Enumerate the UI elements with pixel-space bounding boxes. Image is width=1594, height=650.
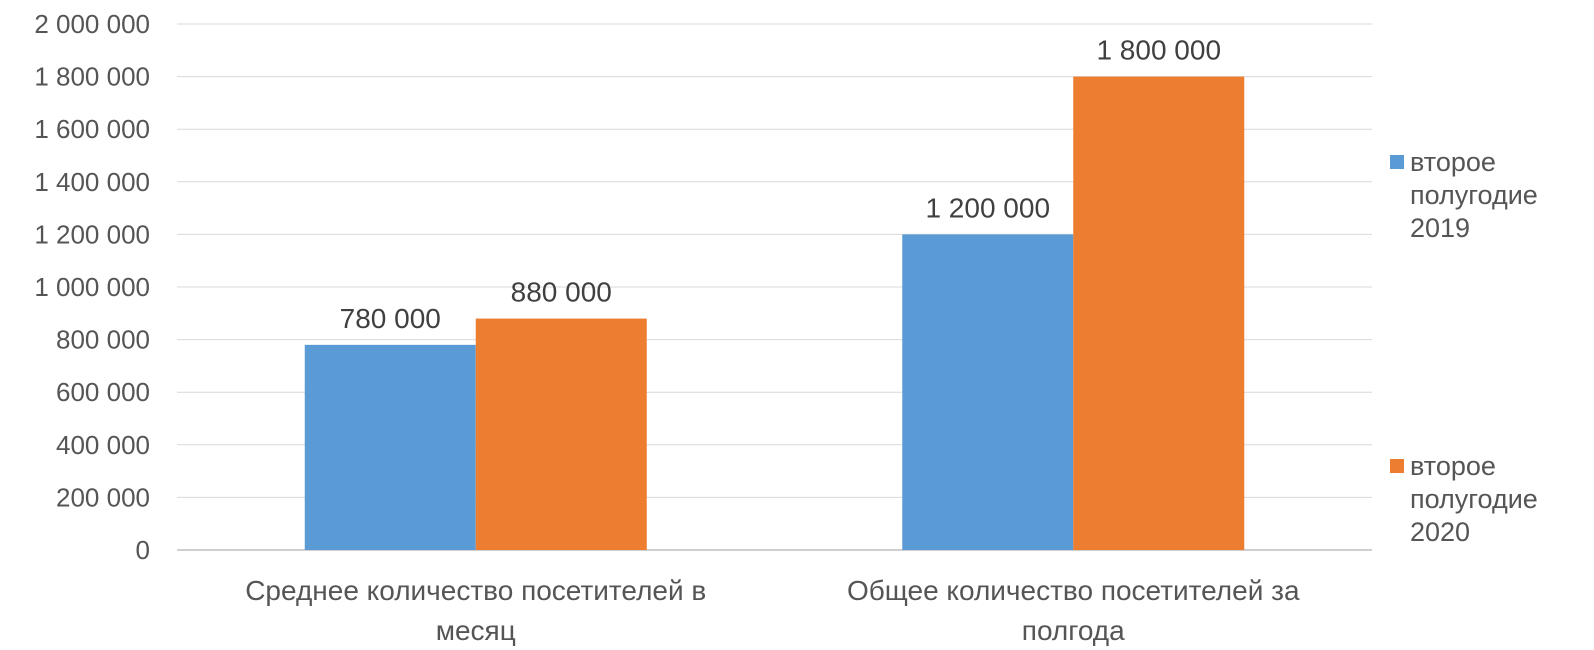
data-label: 880 000 — [511, 277, 612, 308]
y-tick-label: 1 000 000 — [34, 272, 150, 302]
legend-item: второе полугодие 2019 — [1390, 146, 1538, 245]
x-category-label: месяц — [436, 615, 516, 646]
x-category-label: полгода — [1022, 615, 1125, 646]
legend-item: второе полугодие 2020 — [1390, 450, 1538, 549]
legend-label: 2020 — [1390, 516, 1538, 549]
y-tick-label: 0 — [136, 535, 150, 565]
legend-label: полугодие — [1390, 179, 1538, 212]
legend-swatch — [1390, 155, 1404, 169]
data-label: 1 800 000 — [1096, 35, 1221, 66]
legend-text: 2019 — [1410, 213, 1471, 243]
x-category-label: Среднее количество посетителей в — [245, 575, 706, 606]
bar — [1073, 76, 1245, 550]
data-label: 780 000 — [340, 303, 441, 334]
data-label: 1 200 000 — [925, 192, 1050, 223]
bar — [475, 318, 647, 550]
legend-text: 2020 — [1410, 517, 1471, 547]
legend-text: второе — [1410, 451, 1496, 481]
legend-text: полугодие — [1410, 484, 1538, 514]
y-tick-label: 1 600 000 — [34, 114, 150, 144]
y-tick-label: 1 400 000 — [34, 167, 150, 197]
legend-text: полугодие — [1410, 180, 1538, 210]
y-tick-label: 2 000 000 — [34, 9, 150, 39]
legend-label: 2019 — [1390, 212, 1538, 245]
legend-label: второе — [1390, 450, 1538, 483]
y-tick-label: 400 000 — [56, 430, 150, 460]
y-tick-label: 1 800 000 — [34, 62, 150, 92]
x-category-label: Общее количество посетителей за — [847, 575, 1300, 606]
y-tick-label: 800 000 — [56, 325, 150, 355]
y-tick-label: 600 000 — [56, 377, 150, 407]
bar — [304, 344, 476, 550]
legend-label: полугодие — [1390, 483, 1538, 516]
bar — [902, 234, 1074, 550]
y-tick-label: 200 000 — [56, 482, 150, 512]
legend-swatch — [1390, 459, 1404, 473]
y-tick-label: 1 200 000 — [34, 219, 150, 249]
legend-text: второе — [1410, 147, 1496, 177]
legend-label: второе — [1390, 146, 1538, 179]
